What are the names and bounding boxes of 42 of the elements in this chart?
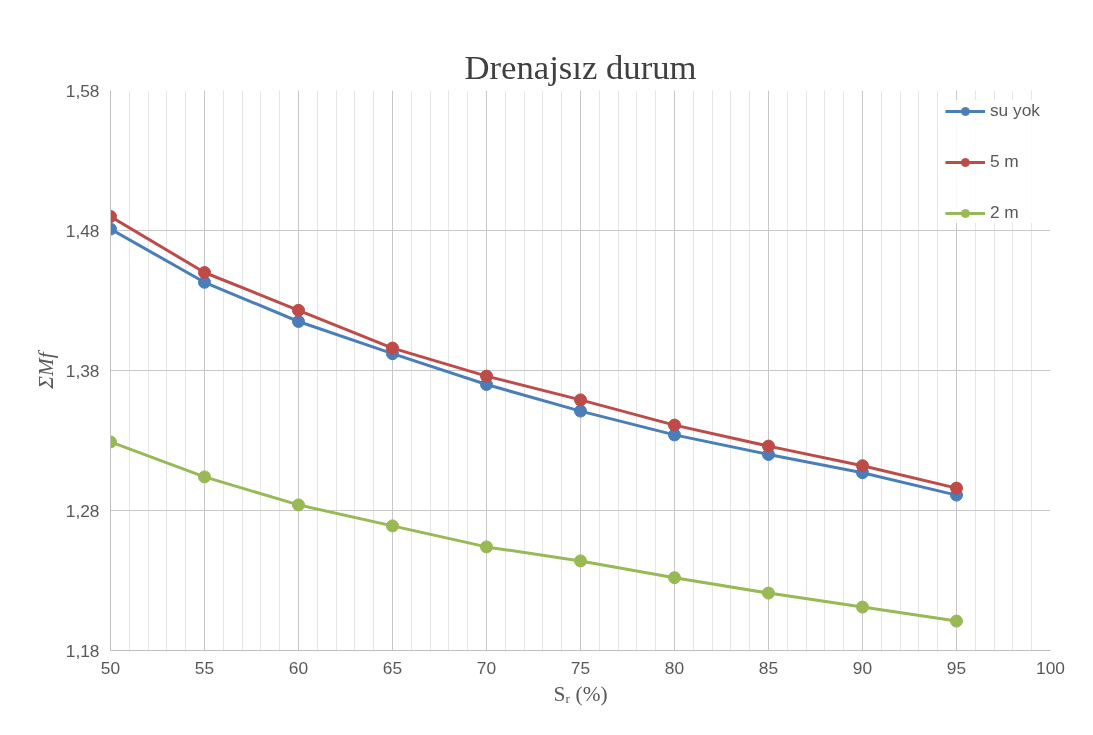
point bbox=[574, 404, 587, 418]
x-tick-label: 65 bbox=[382, 657, 403, 678]
point bbox=[480, 540, 493, 554]
x-tick-label: 100 bbox=[1036, 657, 1065, 678]
chart-title: Drenajsız durum bbox=[464, 47, 697, 86]
point bbox=[762, 586, 775, 600]
legend-label: 2 m bbox=[989, 202, 1019, 223]
point bbox=[386, 519, 399, 533]
point bbox=[668, 418, 681, 432]
y-tick-label: 1,58 bbox=[65, 80, 100, 101]
y-tick-label: 1,48 bbox=[65, 220, 100, 241]
legend-label: 5 m bbox=[989, 151, 1019, 172]
point bbox=[762, 439, 775, 453]
point bbox=[856, 600, 869, 614]
x-axis-title: Sᵣ (%) bbox=[553, 681, 608, 706]
x-tick-label: 60 bbox=[288, 657, 309, 678]
y-tick-label: 1,38 bbox=[65, 360, 100, 381]
x-tick-label: 75 bbox=[570, 657, 591, 678]
y-axis-title: ΣMf bbox=[33, 349, 58, 390]
legend-label: su yok bbox=[989, 100, 1040, 121]
point bbox=[950, 614, 963, 628]
point bbox=[292, 303, 305, 317]
x-tick-label: 70 bbox=[476, 657, 497, 678]
point bbox=[480, 369, 493, 383]
point bbox=[292, 498, 305, 512]
point bbox=[198, 266, 211, 279]
point bbox=[856, 459, 869, 473]
x-tick-label: 95 bbox=[946, 657, 967, 678]
y-tick-label: 1,18 bbox=[65, 640, 100, 661]
x-tick-label: 50 bbox=[100, 657, 121, 678]
point bbox=[292, 315, 305, 328]
x-tick-label: 85 bbox=[758, 657, 779, 678]
point bbox=[574, 554, 587, 568]
x-tick-label: 90 bbox=[852, 657, 873, 678]
x-tick-label: 80 bbox=[664, 657, 685, 678]
point bbox=[950, 481, 963, 495]
x-tick-label: 55 bbox=[194, 657, 215, 678]
y-tick-label: 1,28 bbox=[65, 500, 100, 521]
point bbox=[574, 393, 587, 407]
point bbox=[668, 571, 681, 585]
point bbox=[386, 341, 399, 355]
point bbox=[198, 470, 211, 484]
